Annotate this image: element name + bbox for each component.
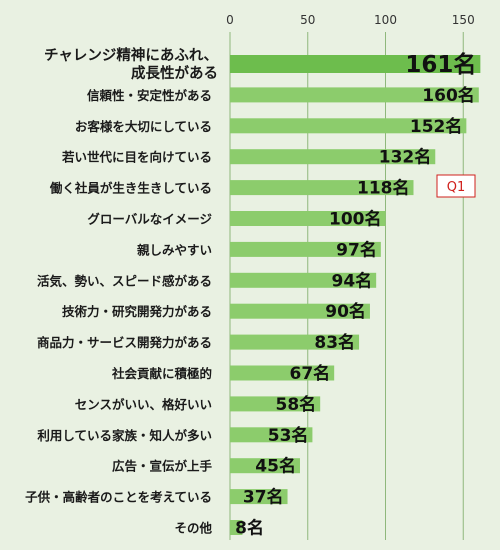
category-label: センスがいい、格好いい [75,397,212,412]
value-label: 83名 [314,332,355,353]
value-label: 100名 [329,209,382,230]
category-label: 若い世代に目を向けている [61,150,212,165]
category-label: 信頼性・安定性がある [87,88,212,103]
category-label: その他 [174,521,212,536]
q1-badge-text: Q1 [447,180,466,195]
x-tick-label: 150 [452,13,475,27]
category-labels: チャレンジ精神にあふれ、成長性がある信頼性・安定性があるお客様を大切にしている若… [25,46,218,536]
category-label: お客様を大切にしている [75,119,212,134]
value-label: 58名 [276,394,317,415]
category-label: 働く社員が生き生きしている [49,181,212,196]
value-label: 53名 [268,425,309,446]
value-label: 45名 [255,456,296,477]
bar [230,272,377,288]
category-label: 技術力・研究開発力がある [62,304,212,319]
category-label: 親しみやすい [137,242,212,257]
x-tick-label: 100 [374,13,397,27]
value-label: 160名 [422,85,475,106]
x-tick-label: 50 [300,13,315,27]
value-label: 90名 [325,301,366,322]
value-label: 161名 [405,51,476,78]
category-label: 活気、勢い、スピード感がある [37,273,212,288]
category-label: 広告・宣伝が上手 [112,459,213,474]
x-axis-ticks: 0 50 100 150 [226,13,475,27]
value-label: 94名 [331,270,372,291]
bar [230,427,313,443]
value-label: 37名 [243,487,284,508]
bar [230,396,321,412]
bar [230,55,481,73]
q1-badge: Q1 [436,174,476,198]
value-label: 67名 [290,363,331,384]
bar [230,241,381,257]
category-label: 社会貢献に積極的 [111,366,212,381]
bar [230,365,335,381]
value-label: 118名 [357,178,410,199]
bar [230,458,300,474]
bar [230,334,360,350]
value-labels: 161名 160名 152名 132名 118名 100名 97名 94名 90名 83名 67名 5… [235,51,476,539]
q1-badge-box [436,174,476,198]
bar [230,303,370,319]
bar [230,87,479,103]
category-label: 商品力・サービス開発力がある [37,335,212,350]
value-label: 97名 [336,239,377,260]
bar [230,149,436,165]
category-label: 利用している家族・知人が多い [37,428,212,443]
category-label: チャレンジ精神にあふれ、 [44,46,218,64]
x-tick-label: 0 [226,13,234,27]
value-label: 8名 [235,518,264,539]
bar [230,520,243,535]
bar [230,118,467,134]
value-label: 132名 [379,147,432,168]
category-label: 子供・高齢者のことを考えている [25,490,212,505]
bar [230,180,414,196]
bars [230,55,481,535]
bar [230,489,288,505]
value-label: 152名 [410,116,463,137]
category-label: グローバルなイメージ [87,212,212,227]
bar [230,211,386,226]
category-label: 成長性がある [131,64,218,82]
